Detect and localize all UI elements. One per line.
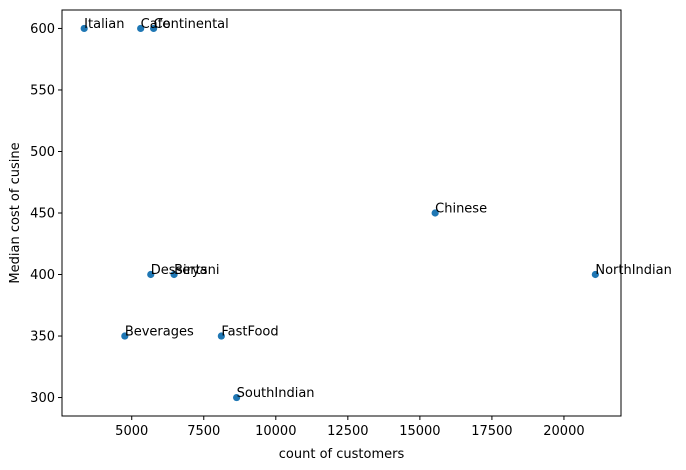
plot-frame xyxy=(61,9,622,417)
point-label: Cafe xyxy=(141,17,171,32)
point-label: NorthIndian xyxy=(595,263,672,278)
y-tick-label: 550 xyxy=(30,83,55,98)
x-tick-label: 5000 xyxy=(115,424,148,439)
scatter-point xyxy=(431,209,439,217)
point-label: FastFood xyxy=(221,325,278,340)
x-axis-ticks: 5000 7500 10000 12500 15000 17500 20000 xyxy=(115,416,585,439)
y-tick-label: 600 xyxy=(30,22,55,37)
scatter-point xyxy=(591,270,599,279)
x-axis-label: count of customers xyxy=(279,447,405,462)
point-label: Italian xyxy=(84,17,124,32)
y-tick-label: 450 xyxy=(30,207,55,222)
point-label: Biryani xyxy=(174,263,219,278)
x-tick-label: 7500 xyxy=(187,424,220,439)
y-tick-label: 400 xyxy=(30,268,55,283)
x-tick-label: 12500 xyxy=(327,424,368,439)
point-label: Beverages xyxy=(125,325,194,340)
x-tick-label: 15000 xyxy=(399,424,440,439)
scatter-point xyxy=(217,332,225,340)
point-label: Desserts xyxy=(151,263,208,278)
scatter-point xyxy=(233,393,241,402)
y-axis-label: Median cost of cusine xyxy=(8,142,23,283)
point-label: Chinese xyxy=(435,202,487,217)
y-axis-ticks: 300 350 400 450 500 550 600 xyxy=(30,22,62,406)
scatter-point xyxy=(147,270,155,279)
x-tick-label: 10000 xyxy=(255,424,296,439)
scatter-point xyxy=(121,332,129,340)
y-tick-label: 350 xyxy=(30,330,55,345)
scatter-point xyxy=(137,24,145,33)
y-tick-label: 500 xyxy=(30,145,55,160)
y-tick-label: 300 xyxy=(30,391,55,406)
scatter-point xyxy=(80,24,88,33)
data-points xyxy=(80,24,599,402)
x-tick-label: 17500 xyxy=(471,424,512,439)
scatter-point xyxy=(170,270,178,279)
scatter-point xyxy=(150,24,158,33)
point-label: SouthIndian xyxy=(237,386,315,401)
point-label: Continental xyxy=(154,17,229,32)
x-tick-label: 20000 xyxy=(543,424,584,439)
